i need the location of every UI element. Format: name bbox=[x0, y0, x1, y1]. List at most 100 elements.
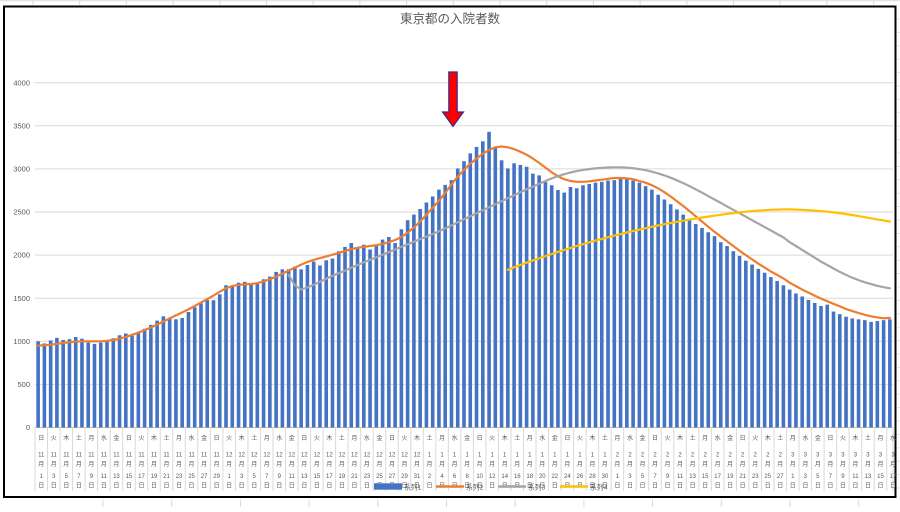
bar[interactable] bbox=[449, 180, 454, 428]
bar[interactable] bbox=[499, 160, 504, 428]
bar[interactable] bbox=[537, 175, 541, 428]
bar[interactable] bbox=[155, 320, 159, 428]
bar[interactable] bbox=[149, 324, 153, 428]
bar[interactable] bbox=[80, 338, 84, 428]
bar[interactable] bbox=[224, 285, 228, 428]
line-series-系列3[interactable] bbox=[287, 166, 892, 291]
bar[interactable] bbox=[211, 300, 216, 428]
bar[interactable] bbox=[549, 185, 554, 428]
bar[interactable] bbox=[117, 335, 122, 428]
bar[interactable] bbox=[693, 224, 698, 428]
bar[interactable] bbox=[543, 181, 548, 428]
bar[interactable] bbox=[343, 246, 347, 428]
bar[interactable] bbox=[531, 173, 535, 428]
line-series-group[interactable] bbox=[36, 145, 892, 347]
bar[interactable] bbox=[612, 180, 617, 428]
bar[interactable] bbox=[311, 261, 316, 428]
bar[interactable] bbox=[750, 264, 754, 428]
bar[interactable] bbox=[825, 304, 830, 428]
bar[interactable] bbox=[412, 214, 416, 428]
bar[interactable] bbox=[474, 146, 479, 428]
bar[interactable] bbox=[744, 260, 748, 428]
bar[interactable] bbox=[305, 265, 310, 428]
bar[interactable] bbox=[368, 249, 372, 428]
bar[interactable] bbox=[280, 269, 285, 428]
bar[interactable] bbox=[706, 232, 711, 428]
bar[interactable] bbox=[831, 311, 836, 428]
bar[interactable] bbox=[387, 237, 391, 428]
bar[interactable] bbox=[518, 165, 523, 428]
bar[interactable] bbox=[462, 161, 466, 428]
legend-item-系列2[interactable]: 系列2 bbox=[436, 482, 484, 491]
bar[interactable] bbox=[668, 204, 673, 428]
bar[interactable] bbox=[142, 328, 147, 428]
bar[interactable] bbox=[318, 265, 322, 428]
bar[interactable] bbox=[643, 186, 648, 428]
bar[interactable] bbox=[506, 168, 510, 428]
bar[interactable] bbox=[800, 296, 804, 428]
bar[interactable] bbox=[606, 180, 610, 428]
bar[interactable] bbox=[205, 300, 210, 428]
bar[interactable] bbox=[568, 187, 573, 428]
bar[interactable] bbox=[124, 333, 128, 428]
bar[interactable] bbox=[587, 183, 592, 428]
bar[interactable] bbox=[468, 153, 473, 428]
bar[interactable] bbox=[875, 321, 880, 428]
bar[interactable] bbox=[180, 318, 184, 428]
bar-series-系列1[interactable] bbox=[36, 131, 892, 428]
bar[interactable] bbox=[837, 314, 842, 428]
bar[interactable] bbox=[336, 251, 341, 428]
bar[interactable] bbox=[111, 338, 116, 428]
bar[interactable] bbox=[718, 242, 723, 428]
line-series-系列2[interactable] bbox=[36, 145, 892, 347]
bar[interactable] bbox=[656, 194, 660, 428]
bar[interactable] bbox=[349, 243, 354, 428]
bar[interactable] bbox=[574, 188, 579, 428]
bar[interactable] bbox=[243, 281, 247, 428]
legend-item-系列3[interactable]: 系列3 bbox=[498, 482, 546, 491]
bar[interactable] bbox=[48, 340, 53, 428]
line-series-系列4[interactable] bbox=[506, 208, 892, 271]
bar[interactable] bbox=[430, 196, 435, 428]
bar[interactable] bbox=[455, 168, 460, 428]
bar[interactable] bbox=[174, 319, 178, 428]
bar[interactable] bbox=[700, 227, 704, 428]
bar[interactable] bbox=[556, 190, 560, 428]
bar[interactable] bbox=[480, 141, 485, 428]
bar[interactable] bbox=[42, 343, 47, 428]
bar[interactable] bbox=[293, 266, 297, 428]
bar[interactable] bbox=[618, 177, 623, 428]
bar[interactable] bbox=[192, 307, 197, 428]
bar[interactable] bbox=[850, 318, 855, 428]
bar[interactable] bbox=[261, 279, 266, 428]
bar[interactable] bbox=[55, 337, 59, 428]
bar[interactable] bbox=[863, 320, 867, 428]
bar[interactable] bbox=[105, 340, 109, 428]
bar[interactable] bbox=[756, 268, 761, 428]
bar[interactable] bbox=[737, 255, 742, 428]
bar[interactable] bbox=[255, 283, 260, 428]
bar[interactable] bbox=[662, 199, 667, 428]
bar[interactable] bbox=[524, 166, 529, 428]
bar[interactable] bbox=[355, 246, 360, 428]
bar[interactable] bbox=[599, 181, 604, 428]
bar[interactable] bbox=[418, 208, 422, 428]
bar[interactable] bbox=[36, 341, 40, 428]
bar[interactable] bbox=[67, 339, 72, 428]
legend-item-系列4[interactable]: 系列4 bbox=[560, 482, 608, 491]
bar[interactable] bbox=[86, 342, 91, 428]
bar[interactable] bbox=[399, 229, 404, 428]
bar[interactable] bbox=[324, 260, 329, 428]
bar[interactable] bbox=[581, 185, 585, 428]
bar[interactable] bbox=[136, 331, 141, 428]
bar[interactable] bbox=[330, 258, 335, 428]
bar[interactable] bbox=[274, 271, 278, 428]
bar[interactable] bbox=[593, 182, 598, 428]
bar[interactable] bbox=[631, 180, 635, 428]
bar[interactable] bbox=[437, 189, 441, 428]
bar[interactable] bbox=[268, 276, 272, 428]
bar[interactable] bbox=[650, 189, 654, 428]
bar[interactable] bbox=[380, 239, 385, 428]
bar[interactable] bbox=[725, 246, 729, 428]
bar[interactable] bbox=[794, 293, 798, 428]
